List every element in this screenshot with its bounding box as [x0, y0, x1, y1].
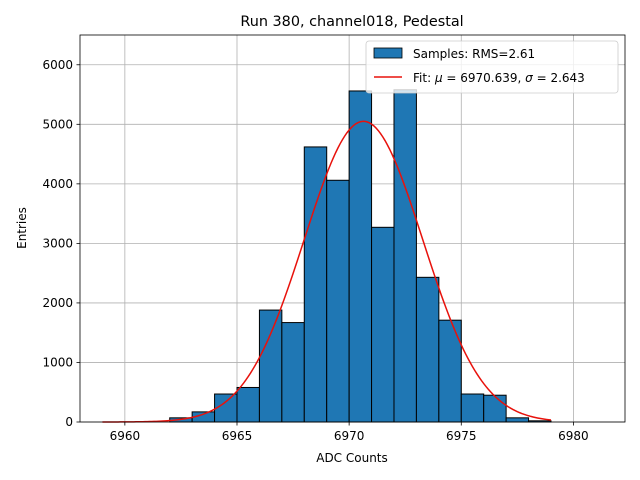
y-tick-label: 5000	[42, 117, 73, 131]
legend-fit-mu-symbol: μ	[434, 71, 443, 85]
x-tick-label: 6960	[110, 429, 141, 443]
legend-fit-prefix: Fit:	[413, 71, 435, 85]
histogram-bar	[348, 90, 373, 423]
y-tick-label: 4000	[42, 177, 73, 191]
legend-fit-sigma-text: = 2.643	[533, 71, 585, 85]
y-tick-label: 2000	[42, 296, 73, 310]
fit-curve	[102, 120, 552, 423]
y-tick-label: 1000	[42, 355, 73, 369]
histogram-bar	[326, 179, 350, 423]
legend-box	[365, 40, 619, 94]
legend: Samples: RMS=2.61 Fit: μ = 6970.639, σ =…	[365, 40, 619, 94]
x-tick-label: 6980	[558, 429, 589, 443]
y-tick-label: 6000	[42, 58, 73, 72]
histogram-bar	[281, 322, 305, 423]
legend-label-histogram: Samples: RMS=2.61	[413, 47, 535, 61]
legend-label-fit: Fit: μ = 6970.639, σ = 2.643	[413, 71, 585, 85]
x-tick-label: 6965	[222, 429, 253, 443]
y-tick-label: 3000	[42, 236, 73, 250]
chart-title: Run 380, channel018, Pedestal	[240, 14, 463, 30]
plot-frame	[79, 34, 626, 423]
y-tick-label: 0	[65, 415, 73, 429]
histogram-bar	[258, 309, 283, 423]
x-axis-label: ADC Counts	[316, 451, 388, 465]
y-axis-ticks: 0 1000 2000 3000 4000 5000 6000	[42, 58, 80, 429]
y-axis-label: Entries	[15, 207, 29, 249]
histogram-bar	[371, 226, 395, 423]
histogram-bar	[303, 146, 328, 423]
x-tick-label: 6975	[446, 429, 477, 443]
bars-layer	[169, 89, 552, 423]
histogram-bar	[505, 417, 530, 423]
legend-fit-mu-text: = 6970.639,	[443, 71, 526, 85]
x-axis-ticks: 6960 6965 6970 6975 6980	[110, 422, 589, 443]
histogram-bar	[460, 393, 485, 423]
legend-fit-sigma-symbol: σ	[525, 71, 533, 85]
histogram-bar	[483, 394, 507, 423]
x-tick-label: 6970	[334, 429, 365, 443]
histogram-bar	[438, 319, 462, 423]
histogram-bar	[236, 386, 260, 423]
legend-swatch-histogram	[373, 47, 403, 59]
histogram-bar	[393, 89, 417, 423]
histogram-bar	[415, 276, 440, 423]
